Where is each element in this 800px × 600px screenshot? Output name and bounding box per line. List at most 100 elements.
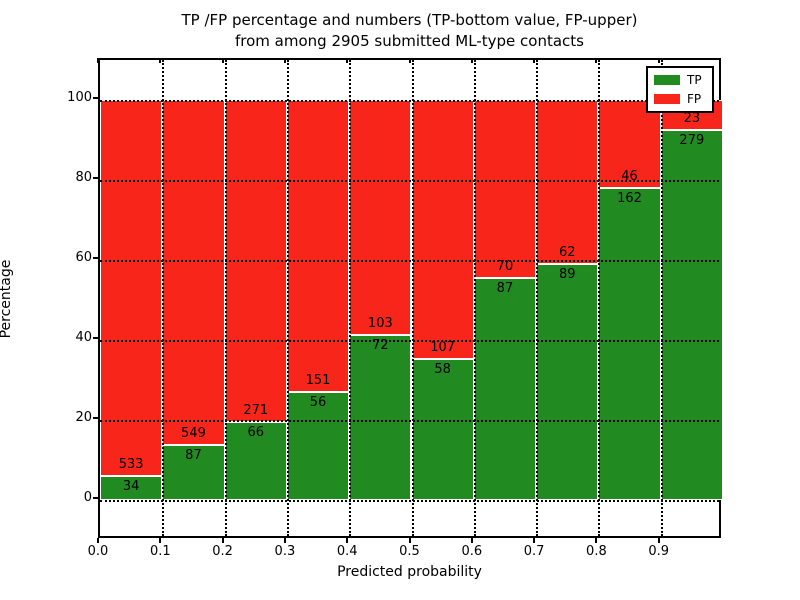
chart-title-line2: from among 2905 submitted ML-type contac… bbox=[235, 32, 584, 50]
y-tick-label: 20 bbox=[75, 410, 92, 425]
bar-bin: 549 87 bbox=[162, 60, 225, 536]
tp-count-label: 58 bbox=[434, 362, 451, 378]
x-tick-label: 0.3 bbox=[274, 544, 296, 559]
x-tick-mark-top bbox=[346, 58, 349, 63]
v-gridline bbox=[473, 60, 476, 536]
bar-segment-tp bbox=[473, 278, 537, 500]
h-gridline bbox=[100, 420, 719, 422]
fp-count-label: 549 bbox=[181, 426, 206, 442]
bar-segment-tp bbox=[536, 264, 599, 500]
bar-bin: 46 162 bbox=[598, 60, 661, 536]
fp-count-label: 103 bbox=[367, 316, 393, 332]
x-tick-mark-top bbox=[408, 58, 411, 63]
fp-count-label: 533 bbox=[118, 457, 144, 472]
tp-count-label: 87 bbox=[185, 448, 202, 464]
legend-label-fp: FP bbox=[687, 91, 702, 106]
x-tick-mark bbox=[470, 538, 473, 543]
bar-bin: 23 279 bbox=[660, 60, 723, 536]
legend-label-tp: TP bbox=[687, 73, 702, 88]
v-gridline bbox=[660, 60, 663, 536]
bar-segment-tp bbox=[660, 130, 723, 500]
x-tick-mark bbox=[283, 538, 286, 543]
bar-segment-tp bbox=[598, 188, 661, 500]
fp-count-label: 70 bbox=[496, 259, 514, 275]
x-tick-mark-top bbox=[470, 58, 473, 63]
x-tick-mark bbox=[595, 538, 598, 543]
bar-bin: 107 58 bbox=[411, 60, 474, 536]
bar-bin: 70 87 bbox=[473, 60, 537, 536]
x-tick-label: 0.2 bbox=[212, 544, 233, 559]
x-tick-mark bbox=[408, 538, 411, 543]
y-tick-label: 0 bbox=[83, 490, 92, 505]
x-tick-label: 0.0 bbox=[87, 544, 109, 559]
legend-item-tp: TP bbox=[654, 74, 706, 86]
bar-segment-fp bbox=[162, 100, 225, 446]
x-tick-mark bbox=[97, 538, 99, 543]
bar-segment-fp bbox=[286, 100, 350, 392]
y-tick-label: 100 bbox=[67, 90, 92, 105]
x-tick-label: 0.1 bbox=[149, 544, 171, 559]
x-tick-mark-top bbox=[221, 58, 224, 63]
bar-segment-tp bbox=[162, 445, 225, 500]
fp-count-label: 271 bbox=[243, 402, 269, 418]
fp-count-label: 23 bbox=[683, 111, 701, 127]
y-tick-label: 80 bbox=[75, 170, 92, 185]
tp-count-label: 56 bbox=[309, 394, 327, 410]
legend-swatch-tp bbox=[654, 75, 680, 86]
tp-count-label: 72 bbox=[372, 338, 389, 354]
chart-title-line1: TP /FP percentage and numbers (TP-bottom… bbox=[181, 11, 638, 29]
bar-segment-fp bbox=[349, 100, 412, 336]
v-gridline bbox=[598, 60, 601, 536]
bar-segment-tp bbox=[349, 335, 412, 500]
x-tick-mark-top bbox=[97, 58, 99, 63]
bar-segment-fp bbox=[411, 100, 474, 360]
h-gridline bbox=[100, 260, 719, 262]
x-tick-label: 0.8 bbox=[586, 544, 607, 559]
bar-segment-tp bbox=[411, 359, 474, 500]
plot-area: 533 34 549 87 271 66 151 56 103 72 107 58 70 87 62 89 46… bbox=[98, 58, 723, 538]
y-tick-mark bbox=[93, 497, 98, 499]
legend-item-fp: FP bbox=[654, 93, 706, 105]
x-tick-mark bbox=[533, 538, 536, 543]
h-gridline bbox=[100, 500, 719, 502]
tp-count-label: 279 bbox=[679, 133, 705, 149]
v-gridline bbox=[224, 60, 227, 536]
x-tick-mark bbox=[346, 538, 349, 543]
x-tick-mark bbox=[159, 538, 162, 543]
x-tick-mark bbox=[221, 538, 224, 543]
h-gridline bbox=[100, 100, 719, 102]
x-tick-mark-top bbox=[533, 58, 536, 63]
x-tick-mark-top bbox=[595, 58, 598, 63]
bar-bin: 103 72 bbox=[349, 60, 412, 536]
bar-bin: 271 66 bbox=[224, 60, 287, 536]
y-tick-label: 40 bbox=[75, 330, 92, 345]
tp-count-label: 66 bbox=[247, 424, 265, 440]
fp-count-label: 62 bbox=[558, 245, 576, 261]
h-gridline bbox=[100, 180, 719, 182]
v-gridline bbox=[162, 60, 165, 536]
bar-segment-fp bbox=[473, 100, 537, 279]
fp-count-label: 107 bbox=[430, 340, 456, 356]
bar-bin: 62 89 bbox=[536, 60, 599, 536]
y-tick-mark bbox=[93, 417, 98, 419]
v-gridline bbox=[411, 60, 414, 536]
x-tick-label: 0.5 bbox=[399, 544, 420, 559]
x-tick-mark-top bbox=[657, 58, 660, 63]
v-gridline bbox=[286, 60, 289, 536]
bar-bin: 533 34 bbox=[100, 60, 163, 536]
x-tick-mark-top bbox=[159, 58, 162, 63]
fp-count-label: 151 bbox=[305, 372, 331, 388]
x-tick-mark bbox=[657, 538, 660, 543]
tp-count-label: 34 bbox=[122, 479, 140, 494]
x-axis-label: Predicted probability bbox=[337, 564, 482, 580]
y-axis-label: Percentage bbox=[0, 259, 14, 339]
bar-segment-tp bbox=[100, 476, 163, 500]
tp-count-label: 89 bbox=[558, 267, 576, 283]
x-tick-label: 0.4 bbox=[336, 544, 358, 559]
legend: TP FP bbox=[646, 66, 714, 113]
legend-swatch-fp bbox=[654, 93, 680, 104]
y-tick-mark bbox=[93, 97, 98, 99]
chart-title: TP /FP percentage and numbers (TP-bottom… bbox=[98, 10, 721, 52]
x-tick-label: 0.6 bbox=[461, 544, 483, 559]
